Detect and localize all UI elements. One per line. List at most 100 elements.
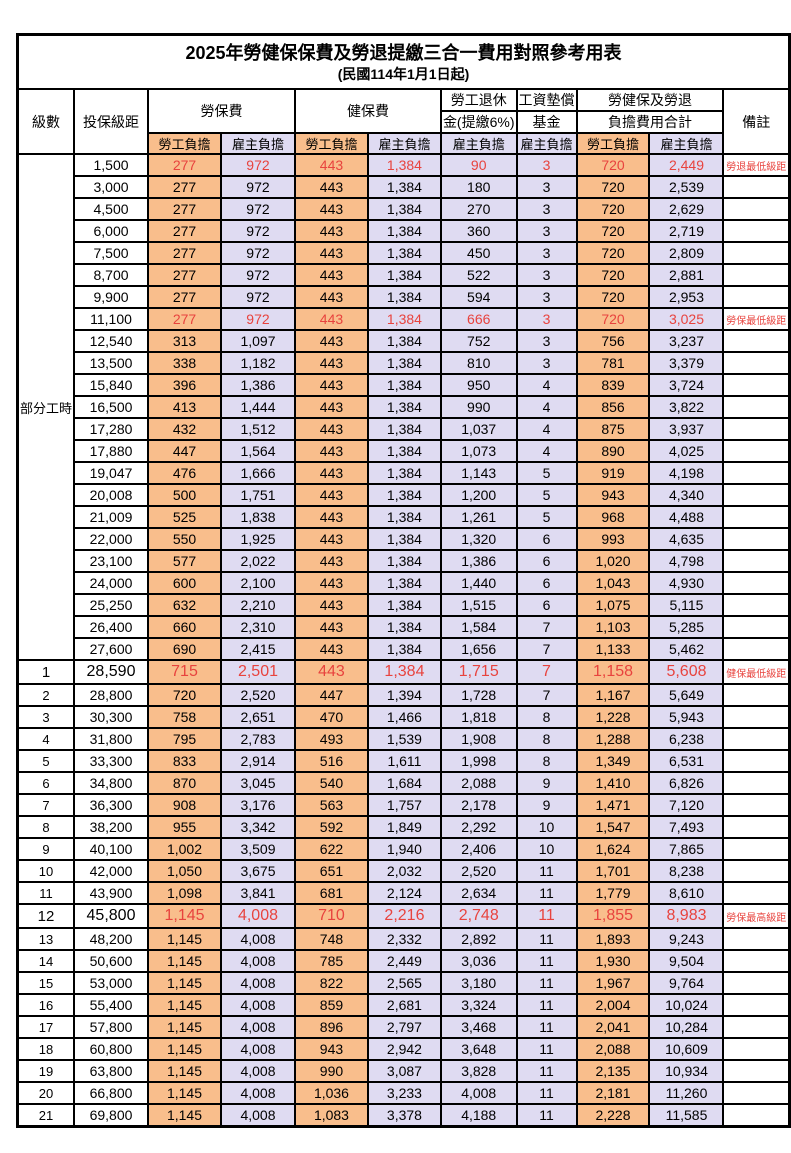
value-cell-total-employer: 6,826 — [648, 771, 725, 795]
remark-cell — [722, 527, 791, 551]
value-cell-total-employer: 4,798 — [648, 549, 725, 573]
value-cell-labor-worker: 1,050 — [147, 859, 222, 883]
value-cell-total-worker: 839 — [575, 373, 651, 397]
value-cell-labor-employer: 3,342 — [219, 815, 296, 839]
subheader-wagefund-employer: 雇主負擔 — [515, 132, 578, 155]
value-cell-total-employer: 10,024 — [648, 993, 725, 1017]
value-cell-pension-employer: 1,728 — [439, 683, 518, 707]
value-cell-total-employer: 2,449 — [648, 153, 725, 177]
table-row: 18 60,800 1,145 4,008 943 2,942 3,648 11 2,088 10… — [16, 1037, 791, 1061]
value-cell-labor-worker: 833 — [147, 749, 222, 773]
value-cell-pension-employer: 3,468 — [439, 1015, 518, 1039]
value-cell-total-employer: 3,237 — [648, 329, 725, 353]
value-cell-labor-worker: 277 — [147, 263, 222, 287]
value-cell-health-employer: 1,384 — [366, 219, 442, 243]
value-cell-pension-employer: 752 — [439, 329, 518, 353]
table-row: 4,500 277 972 443 1,384 270 3 720 2,629 — [18, 197, 791, 221]
value-cell-health-employer: 1,384 — [366, 285, 442, 309]
table-row: 25,250 632 2,210 443 1,384 1,515 6 1,075 5,115 — [18, 593, 791, 617]
level-cell: 6 — [16, 771, 76, 795]
table-row: 9 40,100 1,002 3,509 622 1,940 2,406 10 1,624 7,8… — [16, 837, 791, 861]
value-cell-total-employer: 9,504 — [648, 949, 725, 973]
value-cell-pension-employer: 1,715 — [439, 659, 518, 685]
value-cell-health-employer: 1,757 — [366, 793, 442, 817]
value-cell-labor-worker: 277 — [147, 285, 222, 309]
value-cell-health-worker: 443 — [293, 329, 369, 353]
value-cell-labor-worker: 660 — [147, 615, 222, 639]
bracket-cell: 13,500 — [73, 351, 149, 375]
value-cell-pension-employer: 990 — [439, 395, 518, 419]
table-row: 7 36,300 908 3,176 563 1,757 2,178 9 1,471 7,120 — [16, 793, 791, 817]
bracket-cell: 34,800 — [73, 771, 149, 795]
value-cell-labor-employer: 1,512 — [219, 417, 296, 441]
value-cell-wagefund-employer: 3 — [515, 197, 578, 221]
value-cell-labor-worker: 313 — [147, 329, 222, 353]
value-cell-labor-worker: 396 — [147, 373, 222, 397]
value-cell-total-employer: 4,930 — [648, 571, 725, 595]
value-cell-total-employer: 7,865 — [648, 837, 725, 861]
value-cell-labor-employer: 1,925 — [219, 527, 296, 551]
value-cell-total-employer: 2,809 — [648, 241, 725, 265]
value-cell-wagefund-employer: 8 — [515, 705, 578, 729]
value-cell-total-employer: 4,198 — [648, 461, 725, 485]
table-row: 2 28,800 720 2,520 447 1,394 1,728 7 1,167 5,649 — [16, 683, 791, 707]
bracket-cell: 38,200 — [73, 815, 149, 839]
value-cell-pension-employer: 2,292 — [439, 815, 518, 839]
bracket-cell: 7,500 — [73, 241, 149, 265]
table-row: 20,008 500 1,751 443 1,384 1,200 5 943 4,340 — [18, 483, 791, 507]
value-cell-health-worker: 493 — [293, 727, 369, 751]
value-cell-pension-employer: 270 — [439, 197, 518, 221]
level-cell: 18 — [16, 1037, 76, 1061]
level-cell: 21 — [16, 1103, 76, 1128]
level-cell: 17 — [16, 1015, 76, 1039]
remark-cell — [722, 793, 791, 817]
table-row: 17,280 432 1,512 443 1,384 1,037 4 875 3,937 — [18, 417, 791, 441]
value-cell-health-employer: 1,539 — [366, 727, 442, 751]
level-cell: 13 — [16, 927, 76, 951]
remark-cell — [722, 637, 791, 661]
value-cell-health-worker: 563 — [293, 793, 369, 817]
value-cell-health-worker: 443 — [293, 219, 369, 243]
value-cell-health-worker: 443 — [293, 153, 369, 177]
bracket-cell: 11,100 — [73, 307, 149, 331]
value-cell-labor-worker: 1,145 — [147, 1081, 222, 1105]
value-cell-wagefund-employer: 3 — [515, 307, 578, 331]
table-row: 27,600 690 2,415 443 1,384 1,656 7 1,133 5,462 — [18, 637, 791, 661]
table-row: 15 53,000 1,145 4,008 822 2,565 3,180 11 1,967 9,… — [16, 971, 791, 995]
value-cell-total-worker: 720 — [575, 285, 651, 309]
remark-cell — [722, 549, 791, 573]
value-cell-labor-worker: 908 — [147, 793, 222, 817]
level-cell: 7 — [16, 793, 76, 817]
value-cell-labor-employer: 972 — [219, 241, 296, 265]
value-cell-wagefund-employer: 4 — [515, 373, 578, 397]
subheader-health-worker: 勞工負擔 — [293, 132, 369, 155]
value-cell-pension-employer: 2,520 — [439, 859, 518, 883]
value-cell-health-worker: 443 — [293, 263, 369, 287]
value-cell-pension-employer: 3,828 — [439, 1059, 518, 1083]
value-cell-wagefund-employer: 3 — [515, 329, 578, 353]
value-cell-total-employer: 6,238 — [648, 727, 725, 751]
header-bracket: 投保級距 — [73, 88, 149, 155]
remark-cell — [722, 1059, 791, 1083]
value-cell-wagefund-employer: 7 — [515, 615, 578, 639]
value-cell-total-worker: 1,779 — [575, 881, 651, 905]
remark-cell: 勞保最低級距 — [722, 307, 791, 331]
value-cell-labor-employer: 972 — [219, 219, 296, 243]
value-cell-total-employer: 10,284 — [648, 1015, 725, 1039]
remark-cell — [722, 859, 791, 883]
value-cell-total-worker: 1,075 — [575, 593, 651, 617]
bracket-cell: 69,800 — [73, 1103, 149, 1128]
value-cell-pension-employer: 2,178 — [439, 793, 518, 817]
value-cell-health-worker: 443 — [293, 615, 369, 639]
value-cell-total-employer: 7,120 — [648, 793, 725, 817]
value-cell-pension-employer: 594 — [439, 285, 518, 309]
table-row: 7,500 277 972 443 1,384 450 3 720 2,809 — [18, 241, 791, 265]
remark-cell — [722, 461, 791, 485]
value-cell-total-worker: 1,020 — [575, 549, 651, 573]
bracket-cell: 48,200 — [73, 927, 149, 951]
value-cell-health-employer: 1,384 — [366, 395, 442, 419]
value-cell-labor-employer: 3,176 — [219, 793, 296, 817]
bracket-cell: 21,009 — [73, 505, 149, 529]
value-cell-wagefund-employer: 5 — [515, 461, 578, 485]
bracket-cell: 6,000 — [73, 219, 149, 243]
